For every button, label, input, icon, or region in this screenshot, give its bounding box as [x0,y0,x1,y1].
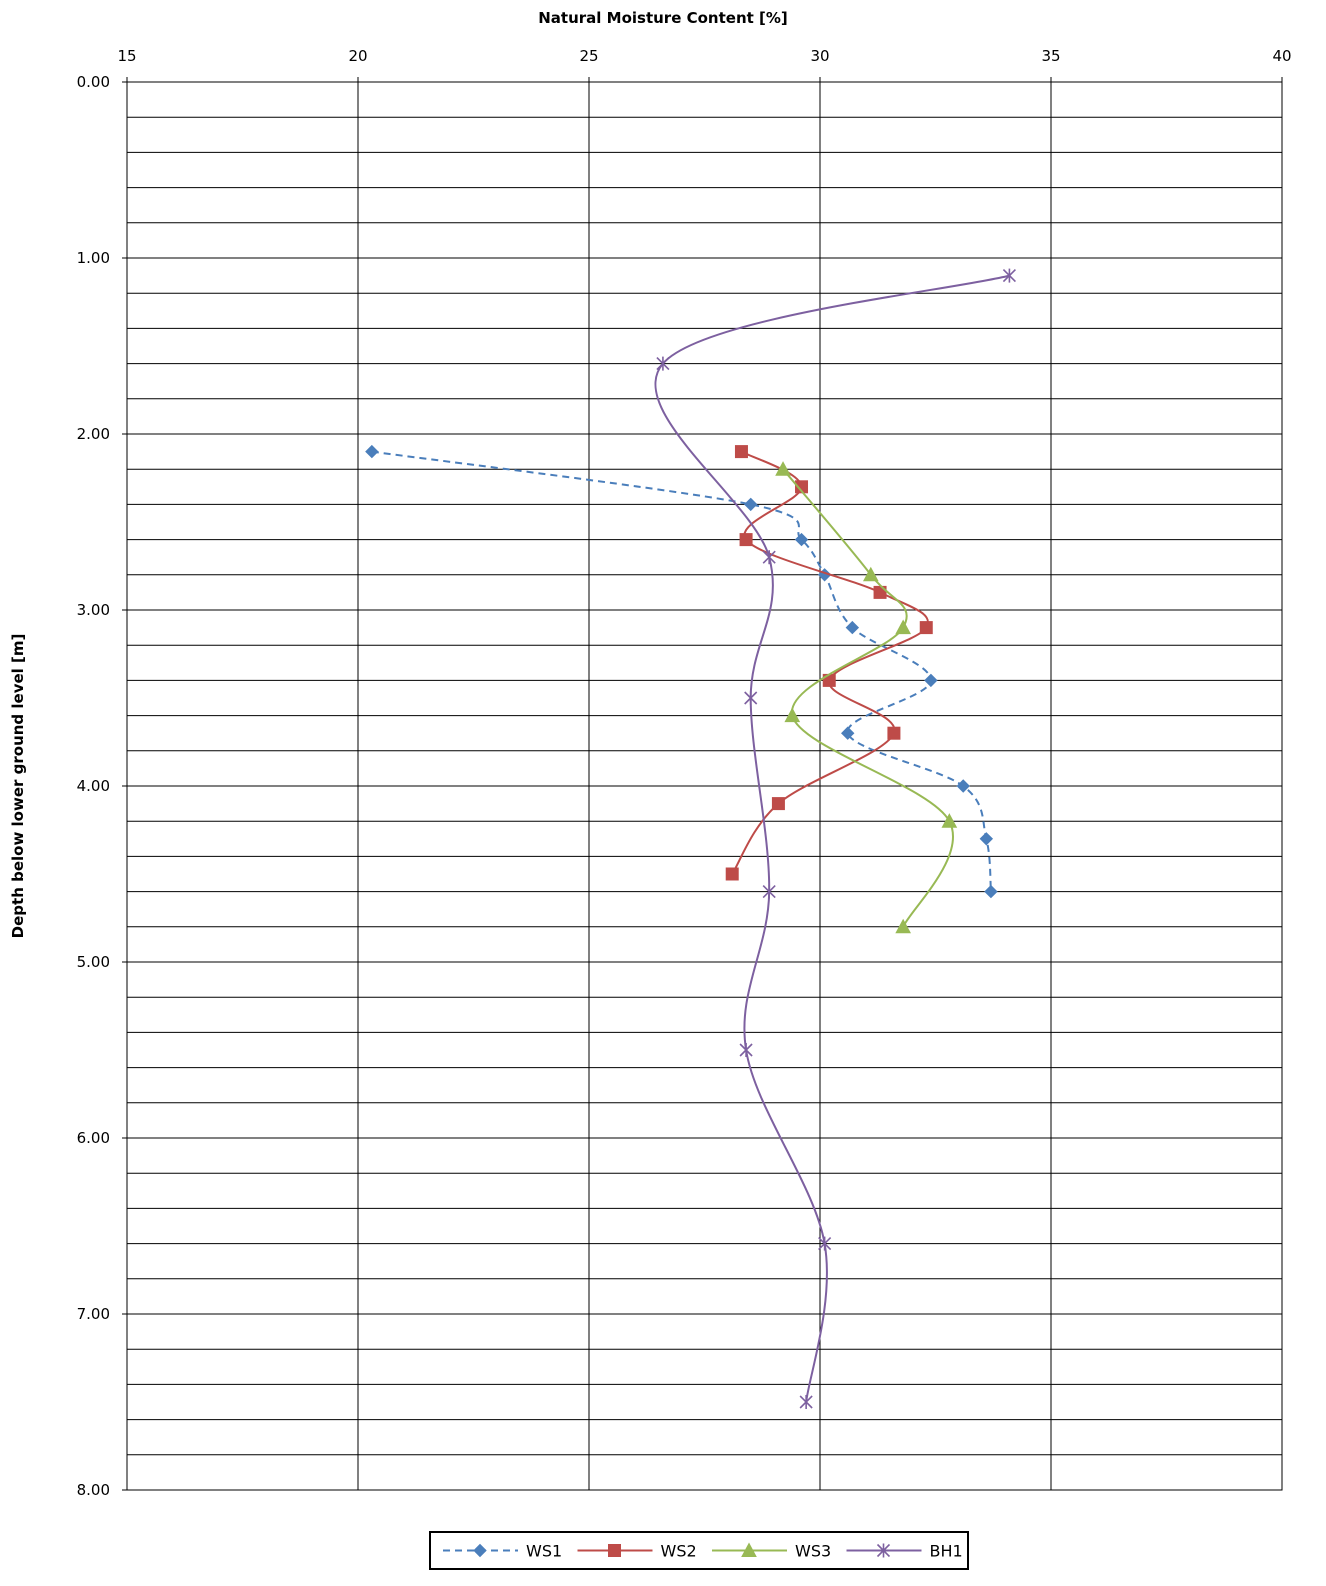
data-point-bh1 [744,691,758,705]
data-point-ws2 [887,726,901,740]
legend-marker-bh1 [876,1543,891,1558]
data-point-ws1 [956,779,970,793]
series-ws1 [365,444,998,899]
y-tick-label: 4.00 [77,777,110,795]
y-tick-label: 3.00 [77,601,110,619]
y-tick-label: 8.00 [77,1481,110,1499]
data-point-ws3 [895,918,911,934]
y-tick-label: 2.00 [77,425,110,443]
series-bh1 [654,268,1016,1409]
y-axis-title: Depth below lower ground level [m] [9,634,27,939]
legend-marker-ws2 [608,1544,621,1557]
legend-label-ws2: WS2 [661,1542,697,1561]
data-point-ws2 [739,533,753,547]
x-axis: 15 20 25 30 35 40 [117,47,1292,82]
data-point-bh1 [762,884,776,899]
y-tick-label: 5.00 [77,953,110,971]
legend-item-ws2: WS2 [577,1542,697,1561]
data-point-ws2 [795,480,809,494]
y-tick-label: 0.00 [77,73,110,91]
data-point-bh1 [799,1395,813,1409]
series-ws2 [725,445,933,881]
series-line-ws3 [782,468,954,928]
legend-item-ws1: WS1 [443,1542,562,1561]
data-point-ws1 [841,726,855,740]
legend-label-ws1: WS1 [526,1542,562,1561]
data-point-ws3 [862,566,879,582]
x-tick-label: 40 [1272,47,1291,65]
x-tick-label: 15 [117,47,136,65]
data-point-ws3 [941,813,958,828]
data-point-bh1 [818,1236,832,1251]
data-point-ws2 [734,445,748,459]
y-tick-label: 7.00 [77,1305,110,1323]
x-axis-title: Natural Moisture Content [%] [538,9,788,27]
legend-label-ws3: WS3 [795,1542,831,1561]
y-axis: 0.00 1.00 2.00 3.00 4.00 5.00 6.00 7.00 8.00 [77,73,127,1499]
series-line-bh1 [654,274,1010,1403]
x-tick-label: 30 [810,47,829,65]
data-point-ws2 [771,797,785,811]
data-point-bh1 [739,1043,753,1057]
legend: WS1 WS2 WS3 BH1 [429,1531,969,1570]
data-point-ws1 [979,832,994,846]
x-tick-label: 35 [1041,47,1060,65]
y-tick-label: 1.00 [77,249,110,267]
series-ws3 [775,461,958,934]
data-point-bh1 [1002,268,1016,283]
data-point-ws1 [743,497,758,512]
data-point-ws1 [984,884,998,899]
data-point-ws3 [895,619,911,635]
data-point-ws2 [725,867,739,881]
data-point-ws3 [775,461,791,476]
x-tick-label: 25 [579,47,598,65]
data-point-ws2 [919,621,933,635]
y-tick-label: 6.00 [77,1129,110,1147]
series-line-ws1 [371,450,992,892]
legend-marker-ws3 [741,1542,757,1557]
data-point-ws3 [784,707,801,723]
legend-item-bh1: BH1 [846,1542,963,1561]
data-point-bh1 [762,550,776,565]
legend-item-ws3: WS3 [712,1542,831,1561]
data-point-ws1 [845,620,860,635]
data-point-ws1 [365,444,379,459]
x-tick-label: 20 [348,47,367,65]
data-point-ws1 [924,673,938,688]
legend-marker-ws1 [473,1543,487,1558]
series-layer [365,268,1016,1409]
data-point-ws1 [794,532,809,547]
gridlines [126,82,1283,1490]
data-point-bh1 [656,356,670,371]
legend-label-bh1: BH1 [930,1542,963,1561]
